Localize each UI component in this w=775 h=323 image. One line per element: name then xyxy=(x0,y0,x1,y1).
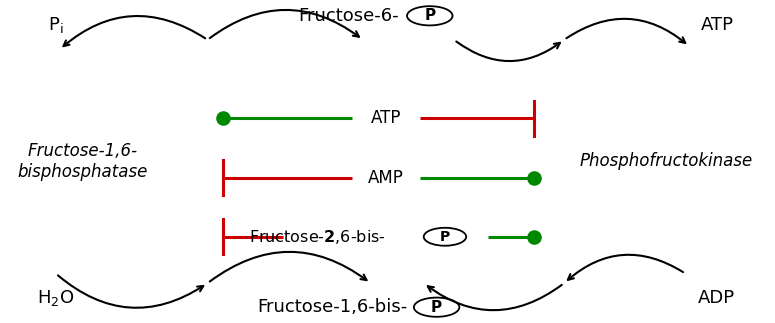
Text: P: P xyxy=(440,230,450,244)
Point xyxy=(528,175,540,180)
Text: H$_\mathregular{2}$O: H$_\mathregular{2}$O xyxy=(37,287,74,307)
Text: ADP: ADP xyxy=(698,288,735,307)
Point xyxy=(528,234,540,239)
Text: ATP: ATP xyxy=(370,109,401,127)
Text: ATP: ATP xyxy=(701,16,734,35)
Text: Fructose-1,6-
bisphosphatase: Fructose-1,6- bisphosphatase xyxy=(17,142,147,181)
Point xyxy=(216,116,229,121)
Text: Fructose-6-: Fructose-6- xyxy=(298,7,399,25)
Text: P: P xyxy=(431,300,443,315)
Text: P$_\mathregular{i}$: P$_\mathregular{i}$ xyxy=(48,16,64,36)
Text: P: P xyxy=(424,8,436,23)
Text: Fructose-$\mathbf{2}$,6-bis-: Fructose-$\mathbf{2}$,6-bis- xyxy=(249,228,386,246)
Text: Phosphofructokinase: Phosphofructokinase xyxy=(580,152,753,171)
Text: AMP: AMP xyxy=(368,169,404,186)
Text: Fructose-1,6-bis-: Fructose-1,6-bis- xyxy=(257,298,407,316)
